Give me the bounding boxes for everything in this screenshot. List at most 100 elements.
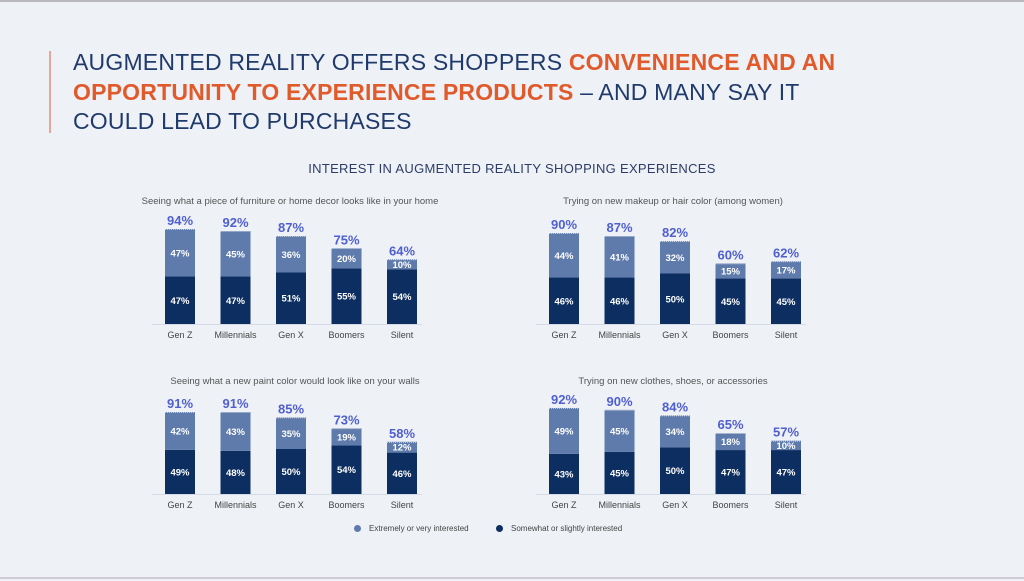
label-extremely-3-1: 45%	[610, 426, 630, 437]
bar-extremely-1-2	[660, 241, 690, 274]
label-somewhat-1-0: 46%	[554, 296, 574, 307]
bar-somewhat-0-2	[276, 272, 306, 324]
label-somewhat-0-4: 54%	[392, 292, 412, 303]
category-label-1-4: Silent	[775, 330, 798, 340]
label-total-2-3: 73%	[333, 412, 359, 427]
label-somewhat-2-2: 50%	[281, 467, 301, 478]
label-total-1-0: 90%	[551, 217, 577, 232]
bar-extremely-0-0	[165, 229, 195, 277]
label-somewhat-0-1: 47%	[226, 296, 246, 307]
bar-somewhat-1-0	[549, 277, 579, 324]
category-label-3-3: Boomers	[712, 500, 749, 510]
bar-extremely-3-2	[660, 415, 690, 448]
bar-extremely-0-2	[276, 236, 306, 273]
bar-extremely-3-1	[604, 409, 635, 452]
label-total-0-2: 87%	[278, 220, 304, 235]
legend-dot-extremely	[354, 525, 361, 532]
label-somewhat-3-4: 47%	[776, 468, 796, 479]
label-somewhat-0-2: 51%	[281, 294, 301, 305]
category-label-0-2: Gen X	[278, 330, 304, 340]
label-extremely-3-3: 18%	[721, 437, 741, 448]
bar-somewhat-3-1	[604, 451, 635, 494]
label-total-0-0: 94%	[167, 213, 193, 228]
category-label-0-0: Gen Z	[167, 330, 193, 340]
bar-somewhat-0-0	[165, 276, 195, 324]
label-total-2-0: 91%	[167, 396, 193, 411]
label-somewhat-3-3: 47%	[721, 468, 741, 479]
label-extremely-1-0: 44%	[554, 251, 574, 262]
label-somewhat-0-0: 47%	[170, 296, 190, 307]
label-somewhat-3-1: 45%	[610, 468, 630, 479]
category-label-1-0: Gen Z	[551, 330, 577, 340]
bar-extremely-1-3	[715, 263, 746, 279]
label-extremely-3-2: 34%	[665, 427, 685, 438]
chart-2-subtitle: Seeing what a new paint color would look…	[170, 376, 419, 387]
category-label-2-3: Boomers	[328, 500, 365, 510]
label-total-3-0: 92%	[551, 392, 577, 407]
label-extremely-1-4: 17%	[776, 265, 796, 276]
label-somewhat-2-4: 46%	[392, 469, 412, 480]
label-total-2-2: 85%	[278, 402, 304, 417]
label-somewhat-2-3: 54%	[337, 465, 357, 476]
bar-somewhat-2-0	[165, 449, 195, 494]
category-label-3-0: Gen Z	[551, 500, 577, 510]
label-total-0-4: 64%	[389, 243, 415, 258]
label-total-3-3: 65%	[717, 417, 743, 432]
label-extremely-0-1: 45%	[226, 249, 246, 260]
label-extremely-1-2: 32%	[665, 253, 685, 264]
category-label-0-3: Boomers	[328, 330, 365, 340]
headline: AUGMENTED REALITY OFFERS SHOPPERS CONVEN…	[73, 48, 873, 137]
label-extremely-3-0: 49%	[554, 426, 574, 437]
label-total-1-1: 87%	[606, 220, 632, 235]
legend-label-extremely: Extremely or very interested	[369, 524, 469, 533]
label-somewhat-3-0: 43%	[554, 469, 574, 480]
bar-extremely-3-3	[715, 433, 746, 451]
bar-somewhat-1-1	[604, 277, 635, 324]
bar-extremely-0-3	[331, 248, 362, 269]
category-label-2-1: Millennials	[214, 500, 257, 510]
label-somewhat-0-3: 55%	[337, 292, 357, 303]
label-total-3-4: 57%	[773, 425, 799, 440]
category-label-2-0: Gen Z	[167, 500, 193, 510]
category-label-1-3: Boomers	[712, 330, 749, 340]
legend-item-somewhat: Somewhat or slightly interested	[496, 524, 622, 533]
label-extremely-2-3: 19%	[337, 432, 357, 443]
bar-extremely-1-4	[771, 261, 801, 279]
label-extremely-0-3: 20%	[337, 254, 357, 265]
bar-extremely-2-4	[387, 441, 417, 453]
category-label-2-4: Silent	[391, 500, 414, 510]
category-label-2-2: Gen X	[278, 500, 304, 510]
category-label-3-1: Millennials	[598, 500, 641, 510]
label-extremely-0-4: 10%	[392, 260, 412, 271]
bar-somewhat-2-1	[220, 450, 251, 494]
bar-somewhat-0-1	[220, 276, 251, 324]
label-extremely-2-2: 35%	[281, 429, 301, 440]
label-extremely-2-4: 12%	[392, 443, 412, 454]
label-total-1-4: 62%	[773, 245, 799, 260]
bar-extremely-0-1	[220, 231, 251, 277]
label-extremely-0-0: 47%	[170, 248, 190, 259]
bar-somewhat-3-4	[771, 450, 801, 494]
bar-extremely-2-0	[165, 412, 195, 450]
bar-extremely-2-1	[220, 412, 251, 451]
chart-main-title: INTEREST IN AUGMENTED REALITY SHOPPING E…	[308, 161, 716, 176]
bar-somewhat-1-3	[715, 278, 746, 324]
label-extremely-1-1: 41%	[610, 252, 630, 263]
category-label-1-2: Gen X	[662, 330, 688, 340]
legend: Extremely or very interested Somewhat or…	[0, 524, 1024, 538]
headline-accent-bar	[49, 51, 51, 133]
category-label-1-1: Millennials	[598, 330, 641, 340]
category-label-0-4: Silent	[391, 330, 414, 340]
bar-somewhat-3-2	[660, 447, 690, 494]
chart-1-subtitle: Trying on new makeup or hair color (amon…	[563, 196, 783, 207]
label-extremely-0-2: 36%	[281, 250, 301, 261]
label-somewhat-1-3: 45%	[721, 297, 741, 308]
label-total-0-3: 75%	[333, 232, 359, 247]
label-somewhat-3-2: 50%	[665, 466, 685, 477]
label-total-1-2: 82%	[662, 225, 688, 240]
bar-somewhat-1-4	[771, 278, 801, 324]
category-label-3-2: Gen X	[662, 500, 688, 510]
label-total-2-1: 91%	[222, 396, 248, 411]
bar-extremely-0-4	[387, 259, 417, 270]
